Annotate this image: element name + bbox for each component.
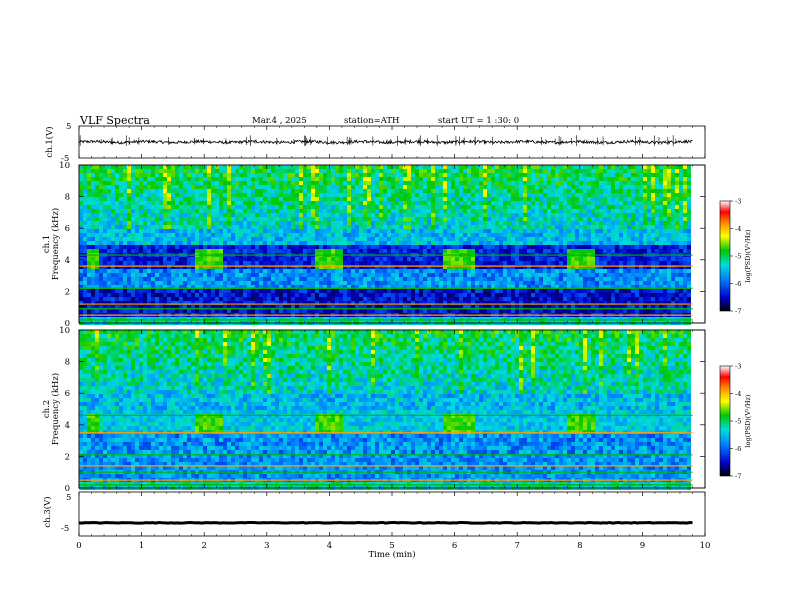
x-tick-label-10: 10 [700, 541, 711, 551]
x-axis-ticks [78, 126, 706, 536]
x-tick-label-0: 0 [76, 541, 81, 551]
ytick-label: 4 [65, 421, 70, 431]
station-label: station=ATH [344, 116, 399, 126]
colorbar-tick-label: -5 [735, 253, 741, 261]
ch1-ylabel-channel: ch.1 [42, 235, 52, 253]
x-tick-label-8: 8 [577, 541, 582, 551]
ch3-ytick-bottom: -5 [61, 524, 69, 534]
ytick-label: 2 [65, 452, 70, 462]
ch3-waveform-panel: 5 -5 ch.3(V) [42, 491, 706, 537]
start-time-label: start UT = 1 :30: 0 [438, 116, 519, 126]
colorbar-tick-label: -7 [735, 473, 741, 481]
ch2-spectrogram-panel: 0 2 4 6 8 10 ch.2 Frequency (kHz) [42, 326, 706, 494]
ytick-label: 10 [59, 326, 70, 336]
ch3-ytick-top: 5 [66, 493, 71, 503]
x-tick-label-5: 5 [389, 541, 394, 551]
x-tick-label-6: 6 [452, 541, 457, 551]
ytick-label: 8 [65, 193, 70, 203]
ch1-colorbar-label: log(PSD)(V²/Hz) [744, 229, 752, 282]
ch3-ylabel: ch.3(V) [42, 496, 53, 527]
ch2-ylabel-channel: ch.2 [42, 400, 52, 418]
ch2-yticks: 0 2 4 6 8 10 [59, 326, 705, 494]
colorbar-tick-label: -3 [735, 198, 741, 206]
ytick-label: 4 [65, 256, 70, 266]
ch1-spectrogram-image [79, 165, 693, 325]
x-tick-label-2: 2 [201, 541, 206, 551]
ch1-ylabel-frequency: Frequency (kHz) [50, 208, 61, 280]
colorbar-tick-label: -7 [735, 308, 741, 316]
ch1-yticks: 0 2 4 6 8 10 [59, 161, 705, 329]
ch1-spikes [79, 135, 677, 147]
ch1-ytick-bottom: -5 [61, 154, 69, 164]
ytick-label: 0 [65, 484, 70, 494]
colorbar-tick-label: -3 [735, 363, 741, 371]
ytick-label: 6 [65, 224, 70, 234]
x-tick-label-4: 4 [327, 541, 332, 551]
x-tick-label-9: 9 [640, 541, 645, 551]
date-label: Mar.4 , 2025 [252, 116, 307, 126]
x-tick-label-7: 7 [514, 541, 519, 551]
colorbar-tick-label: -4 [735, 390, 741, 398]
ch1-waveform-panel: 5 -5 ch.1(V) [44, 122, 706, 164]
ch2-colorbar: -3 -4 -5 -6 -7 log(PSD)(V²/Hz) [719, 363, 752, 481]
colorbar-tick-label: -6 [735, 280, 741, 288]
colorbar-tick-label: -6 [735, 445, 741, 453]
ch3-trace [78, 520, 693, 525]
ch1-colorbar-ticks: -3 -4 -5 -6 -7 [730, 198, 741, 316]
ch1-spectrogram-panel: 0 2 4 6 8 10 ch.1 Frequency (kHz) [42, 161, 706, 329]
ytick-label: 6 [65, 389, 70, 399]
ch2-ylabel-frequency: Frequency (kHz) [50, 373, 61, 445]
colorbar-tick-label: -5 [735, 418, 741, 426]
colorbar-tick-label: -4 [735, 225, 741, 233]
x-axis-label: Time (min) [368, 549, 415, 560]
ch1-trace [78, 138, 693, 146]
x-tick-label-1: 1 [139, 541, 144, 551]
ytick-label: 8 [65, 358, 70, 368]
x-tick-label-3: 3 [264, 541, 269, 551]
ch1-ylabel: ch.1(V) [44, 126, 55, 157]
ch2-spectrogram-image [79, 330, 693, 490]
ch1-colorbar: -3 -4 -5 -6 -7 log(PSD)(V²/Hz) [719, 198, 752, 316]
ch2-colorbar-ticks: -3 -4 -5 -6 -7 [730, 363, 741, 481]
ch2-colorbar-label: log(PSD)(V²/Hz) [744, 394, 752, 447]
ch1-ytick-top: 5 [66, 122, 71, 132]
ytick-label: 10 [59, 161, 70, 171]
ytick-label: 2 [65, 287, 70, 297]
ytick-label: 0 [65, 319, 70, 329]
figure-title: VLF Spectra [79, 114, 150, 127]
x-axis-tick-labels: 0 1 2 3 4 5 6 7 8 9 10 [76, 541, 710, 551]
